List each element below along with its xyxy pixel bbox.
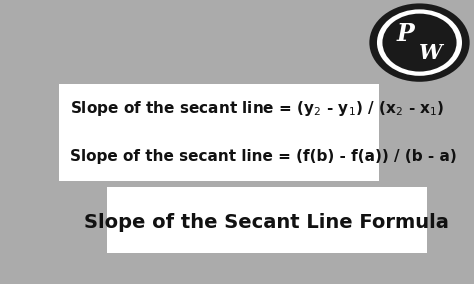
Text: Slope of the secant line = (y$_2$ - y$_1$) / (x$_2$ - x$_1$): Slope of the secant line = (y$_2$ - y$_1… bbox=[70, 99, 445, 118]
FancyBboxPatch shape bbox=[59, 84, 379, 181]
Text: P: P bbox=[396, 22, 414, 46]
Ellipse shape bbox=[383, 14, 456, 72]
Text: Slope of the Secant Line Formula: Slope of the Secant Line Formula bbox=[84, 213, 449, 232]
Ellipse shape bbox=[369, 3, 470, 82]
Ellipse shape bbox=[377, 9, 462, 76]
Text: Slope of the secant line = (f(b) - f(a)) / (b - a): Slope of the secant line = (f(b) - f(a))… bbox=[70, 149, 457, 164]
FancyBboxPatch shape bbox=[107, 187, 427, 253]
Text: W: W bbox=[419, 43, 442, 63]
